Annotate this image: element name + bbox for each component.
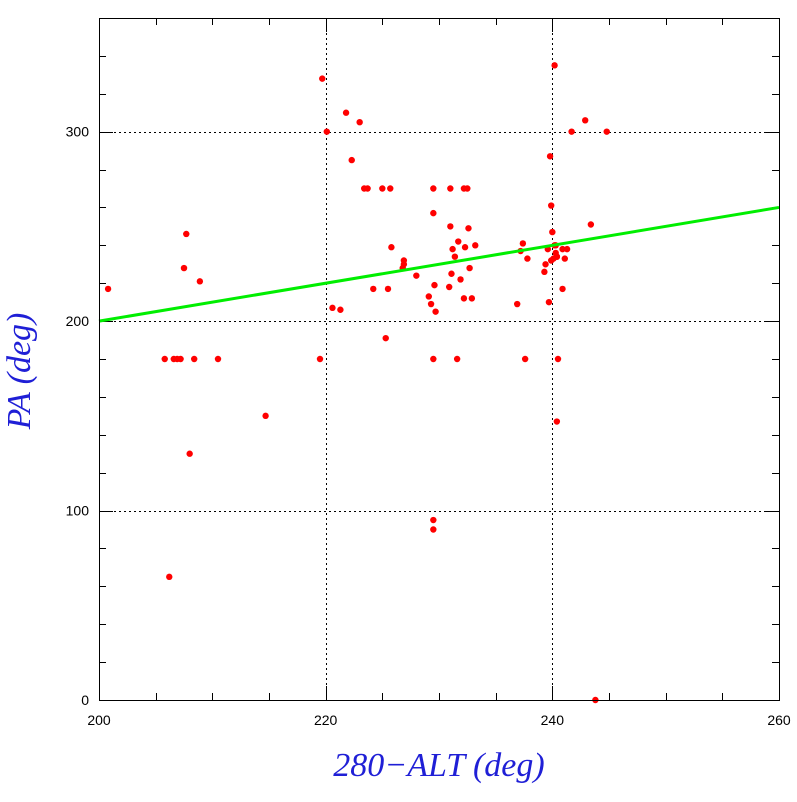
axis-ticks bbox=[99, 18, 780, 701]
data-point bbox=[446, 283, 453, 291]
data-point bbox=[521, 355, 529, 363]
data-point bbox=[546, 153, 554, 160]
data-point bbox=[425, 293, 432, 300]
data-point bbox=[430, 526, 437, 533]
data-point bbox=[186, 450, 193, 457]
data-point bbox=[316, 355, 324, 363]
data-point bbox=[465, 225, 472, 232]
data-point bbox=[448, 270, 455, 277]
plot-frame bbox=[99, 18, 780, 701]
x-tick-label: 260 bbox=[767, 712, 791, 728]
x-tick-label: 240 bbox=[541, 712, 565, 728]
data-point bbox=[519, 240, 527, 247]
data-point bbox=[453, 355, 461, 363]
data-point bbox=[356, 118, 363, 126]
data-point bbox=[461, 244, 469, 251]
data-point bbox=[549, 228, 556, 236]
data-points bbox=[104, 62, 610, 704]
data-point bbox=[161, 355, 168, 363]
data-point bbox=[603, 128, 610, 135]
y-axis-title: PA (deg) bbox=[1, 313, 38, 431]
y-tick-label: 100 bbox=[66, 503, 90, 519]
data-point bbox=[561, 255, 568, 262]
y-tick-label: 0 bbox=[81, 692, 89, 708]
data-point bbox=[559, 245, 566, 253]
data-point bbox=[563, 245, 571, 253]
data-point bbox=[587, 221, 595, 228]
data-point bbox=[524, 255, 531, 262]
data-point bbox=[382, 334, 389, 342]
data-point bbox=[319, 75, 326, 82]
data-point bbox=[559, 285, 566, 293]
data-point bbox=[337, 306, 344, 313]
x-tick-label: 200 bbox=[87, 712, 111, 728]
data-point bbox=[166, 573, 173, 581]
data-point bbox=[196, 278, 204, 285]
y-tick-label: 200 bbox=[66, 313, 90, 329]
data-point bbox=[468, 295, 476, 302]
data-point bbox=[379, 185, 386, 192]
data-point bbox=[323, 128, 330, 135]
x-axis-title: 280−ALT (deg) bbox=[333, 747, 544, 784]
data-point bbox=[191, 355, 198, 363]
data-point bbox=[413, 272, 420, 279]
data-point bbox=[430, 355, 437, 363]
data-point bbox=[427, 300, 435, 308]
data-point bbox=[384, 285, 392, 293]
data-point bbox=[342, 109, 350, 116]
data-point bbox=[551, 62, 558, 69]
data-point bbox=[432, 308, 439, 315]
data-point bbox=[388, 244, 395, 251]
fit-line bbox=[98, 205, 780, 323]
data-point bbox=[430, 516, 437, 524]
data-point bbox=[447, 185, 454, 192]
data-point bbox=[472, 242, 479, 249]
data-point bbox=[542, 261, 549, 268]
data-point bbox=[553, 253, 561, 260]
data-point bbox=[177, 355, 184, 363]
grid bbox=[99, 18, 779, 700]
data-point bbox=[183, 230, 190, 238]
data-point bbox=[451, 253, 459, 260]
data-point bbox=[214, 355, 222, 363]
data-point bbox=[457, 276, 464, 283]
data-point bbox=[460, 295, 468, 302]
data-point bbox=[582, 117, 589, 124]
data-point bbox=[329, 304, 336, 312]
data-point bbox=[466, 264, 473, 272]
data-point bbox=[514, 300, 521, 308]
data-point bbox=[348, 156, 355, 164]
tick-labels: 200 220 240 260 0 100 200 300 bbox=[66, 124, 791, 728]
x-tick-label: 220 bbox=[314, 712, 338, 728]
fit-line-layer bbox=[98, 205, 780, 323]
data-point bbox=[180, 264, 188, 272]
data-point bbox=[554, 355, 562, 363]
data-point bbox=[430, 209, 437, 217]
data-point bbox=[431, 281, 438, 289]
data-point bbox=[387, 185, 394, 192]
data-point bbox=[464, 185, 471, 192]
data-point bbox=[364, 185, 371, 192]
data-point bbox=[400, 261, 408, 268]
data-point bbox=[568, 128, 575, 135]
data-point bbox=[447, 223, 454, 230]
data-point bbox=[449, 245, 456, 253]
data-point bbox=[548, 202, 555, 209]
data-point bbox=[553, 418, 561, 425]
y-tick-label: 300 bbox=[66, 124, 90, 140]
data-point bbox=[541, 268, 548, 276]
data-point bbox=[104, 285, 112, 293]
data-point bbox=[262, 412, 269, 420]
data-point bbox=[430, 185, 437, 192]
data-point bbox=[545, 298, 553, 306]
data-point bbox=[370, 285, 377, 293]
data-point bbox=[455, 238, 462, 245]
